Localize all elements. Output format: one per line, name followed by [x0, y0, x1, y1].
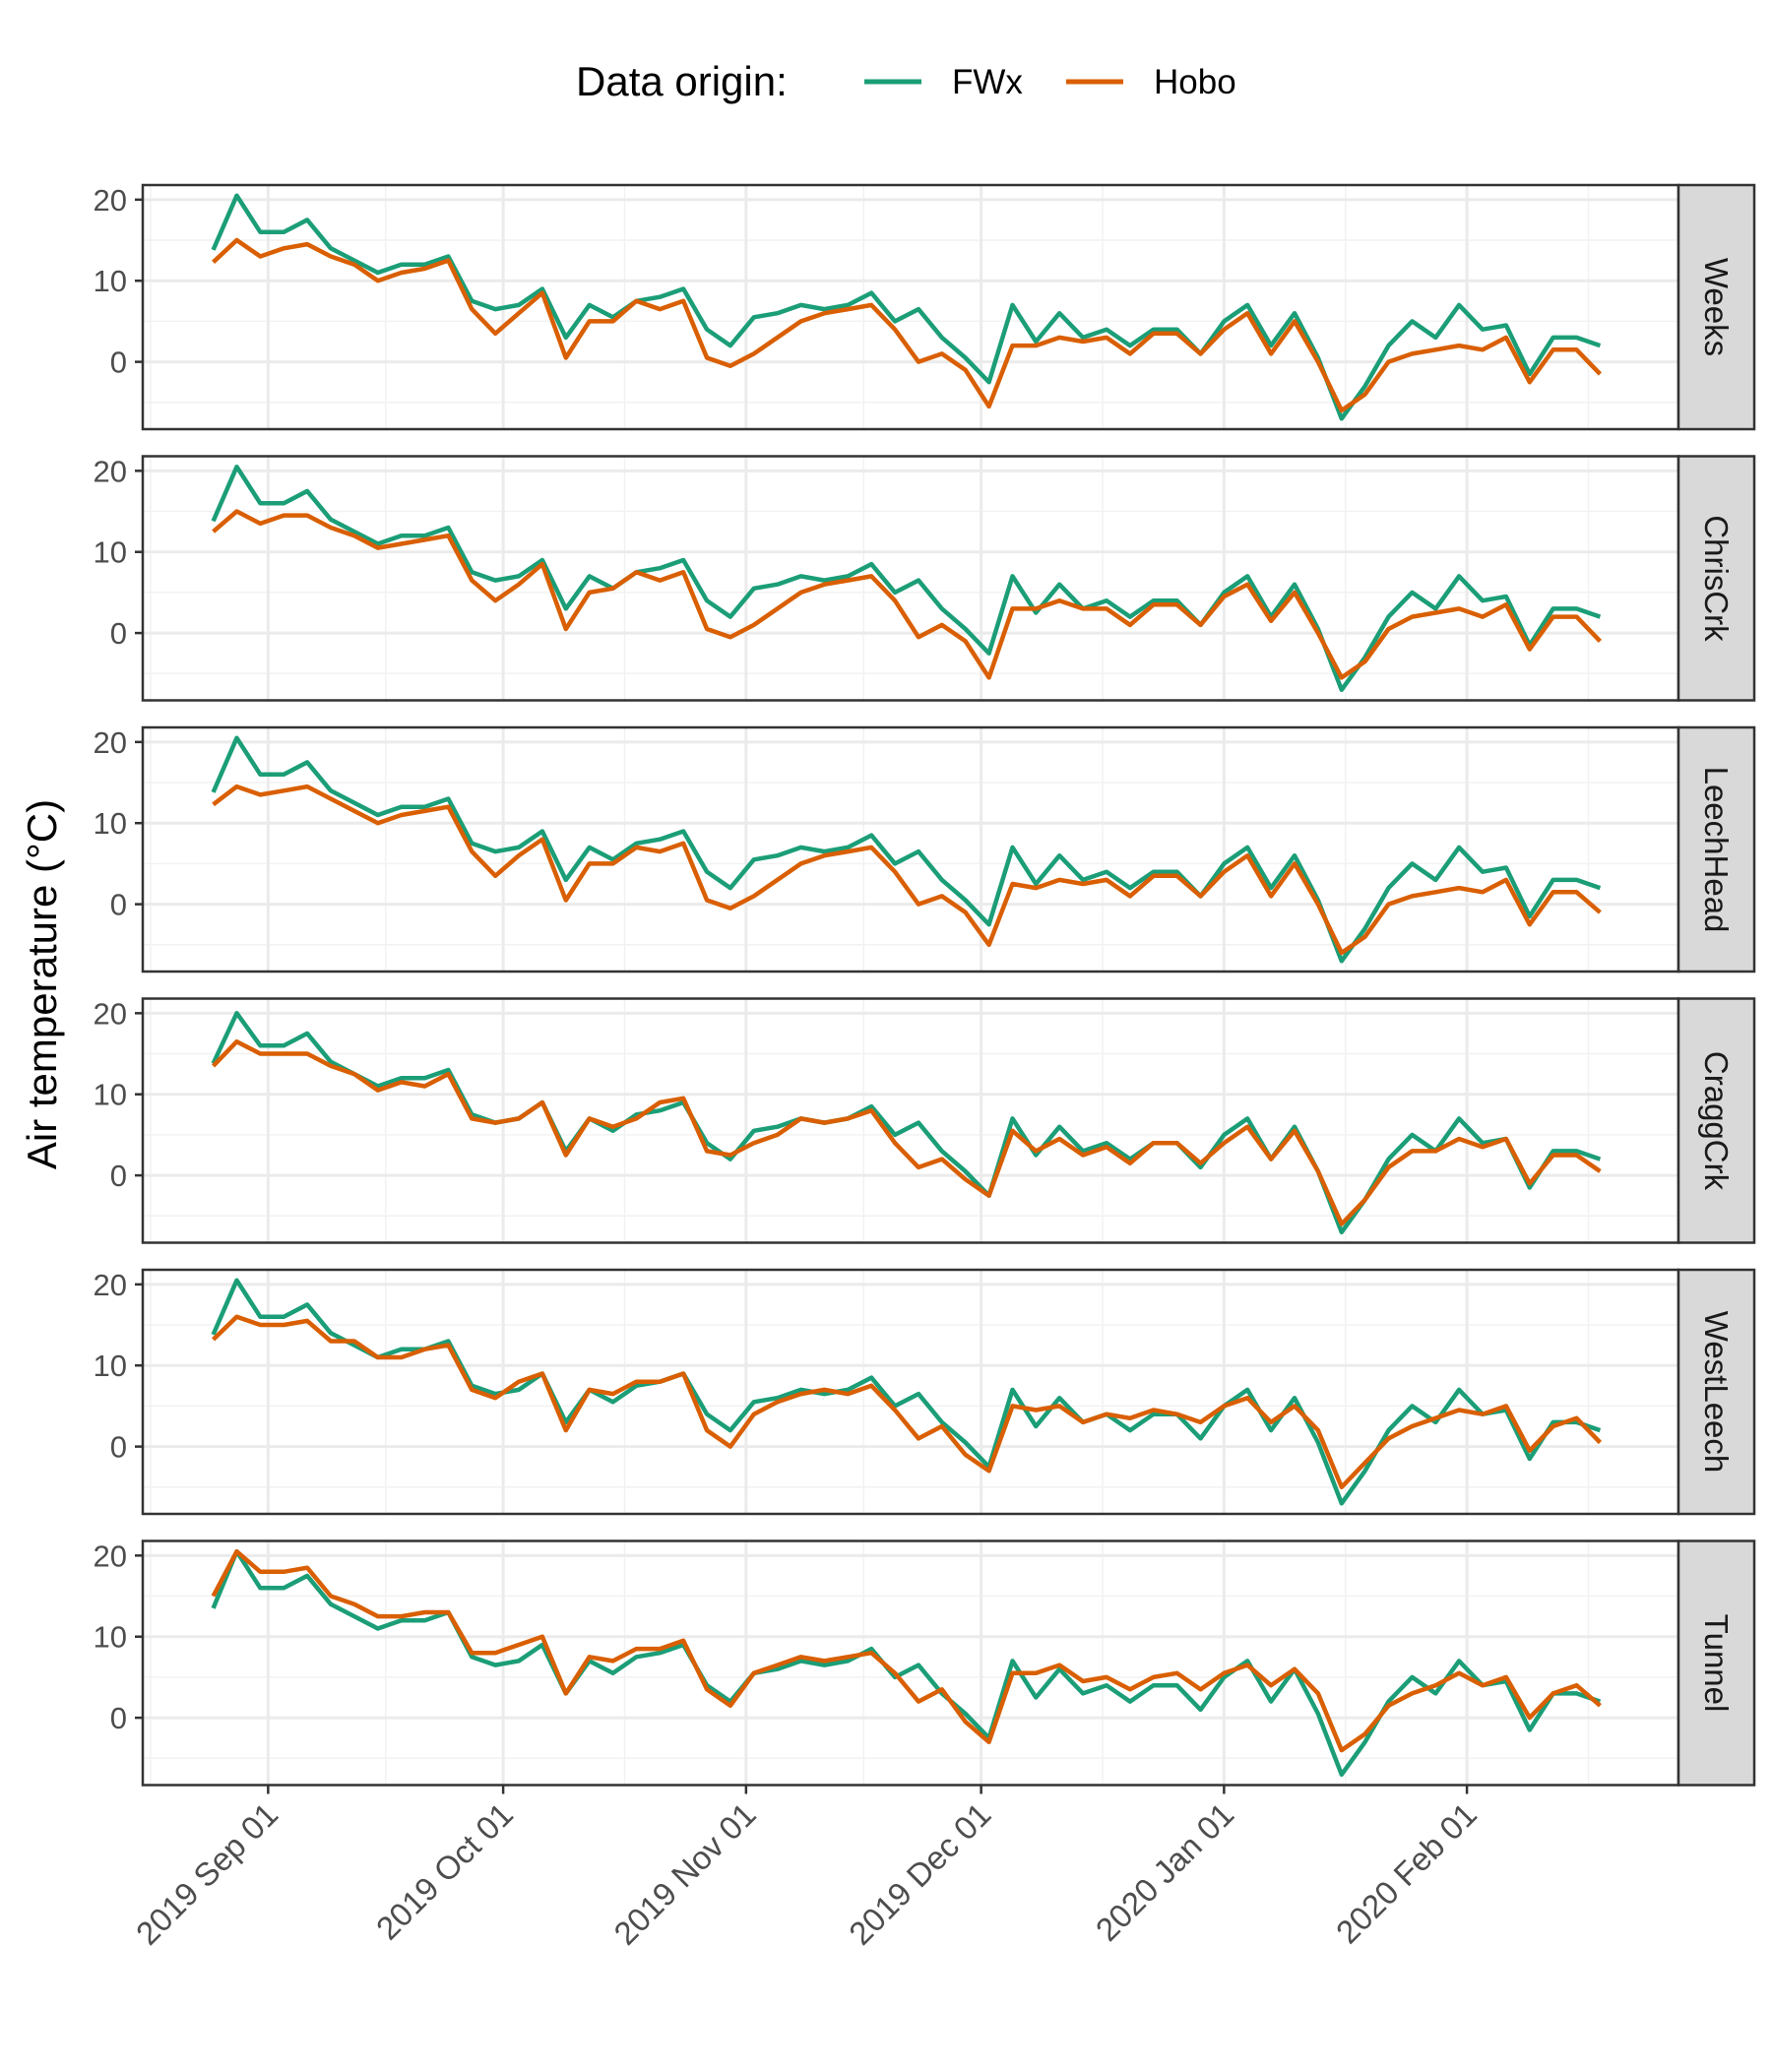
y-tick-label: 20 [94, 183, 127, 218]
facet-panel-weeks: 0 10 20 Weeks [94, 183, 1756, 431]
y-tick-label: 20 [94, 996, 127, 1031]
facet-strip-label: ChrisCrk [1698, 515, 1735, 642]
facet-strip-label: CraggCrk [1698, 1051, 1735, 1191]
facet-strip-label: LeechHead [1698, 767, 1735, 933]
y-tick-label: 0 [110, 1430, 127, 1465]
facet-strip [1677, 725, 1756, 973]
facet-strip [1677, 1268, 1756, 1516]
series-line-hobo [212, 784, 1602, 956]
facet-strip [1677, 183, 1756, 431]
facet-strip-label: WestLeech [1698, 1311, 1735, 1473]
y-tick-label: 10 [94, 264, 127, 298]
legend-label-fwx: FWx [952, 63, 1023, 101]
y-tick-label: 20 [94, 1538, 127, 1573]
panel-background [143, 727, 1678, 972]
series-line-hobo [211, 1038, 1602, 1226]
facet-panel-westleech: 0 10 20 WestLeech [94, 1268, 1756, 1516]
y-tick-label: 10 [94, 535, 127, 570]
facet-panel-chriscrk: 0 10 20 ChrisCrk [94, 454, 1756, 702]
y-tick-label: 10 [94, 806, 127, 841]
series-line-fwx [211, 464, 1602, 693]
series-line-fwx [211, 193, 1602, 421]
series-line-fwx [211, 735, 1602, 964]
facet-panels: 0 10 20 Weeks 0 10 20 ChrisCrk 0 10 20 LeechHead 0 10… [94, 183, 1756, 1787]
series-line-fwx [211, 1278, 1602, 1506]
series-line-hobo [212, 237, 1603, 413]
facet-strip [1677, 997, 1756, 1244]
y-tick-label: 0 [110, 1159, 127, 1193]
y-tick-label: 10 [94, 1620, 127, 1655]
panel-background [143, 185, 1678, 429]
y-axis-title: Air temperature (°C) [19, 799, 65, 1169]
facet-strip [1677, 455, 1756, 702]
series-line-hobo [212, 1314, 1603, 1490]
panel-background [143, 456, 1678, 701]
y-tick-label: 20 [94, 454, 127, 488]
y-tick-label: 20 [94, 1268, 127, 1302]
panel-background [143, 998, 1678, 1243]
y-tick-label: 0 [110, 1701, 127, 1735]
facet-strip [1677, 1539, 1756, 1787]
series-line-hobo [212, 509, 1603, 680]
y-tick-label: 10 [94, 1349, 127, 1383]
legend-label-hobo: Hobo [1154, 63, 1236, 101]
y-tick-label: 20 [94, 725, 127, 760]
facet-panel-tunnel: 0 10 20 Tunnel [94, 1538, 1756, 1787]
y-tick-label: 10 [94, 1078, 127, 1112]
facet-strip-label: Tunnel [1698, 1614, 1735, 1713]
panel-background [143, 1270, 1678, 1514]
facet-strip-label: Weeks [1698, 258, 1735, 356]
y-tick-label: 0 [110, 616, 127, 651]
facet-panel-leechhead: 0 10 20 LeechHead [94, 725, 1756, 973]
panel-background [143, 1540, 1678, 1786]
series-line-hobo [211, 1548, 1602, 1753]
legend: Data origin: FWx Hobo [576, 58, 1236, 104]
facet-panel-craggcrk: 0 10 20 CraggCrk [94, 996, 1756, 1244]
y-tick-label: 0 [110, 888, 127, 922]
y-tick-label: 0 [110, 345, 127, 380]
legend-title: Data origin: [576, 58, 788, 104]
